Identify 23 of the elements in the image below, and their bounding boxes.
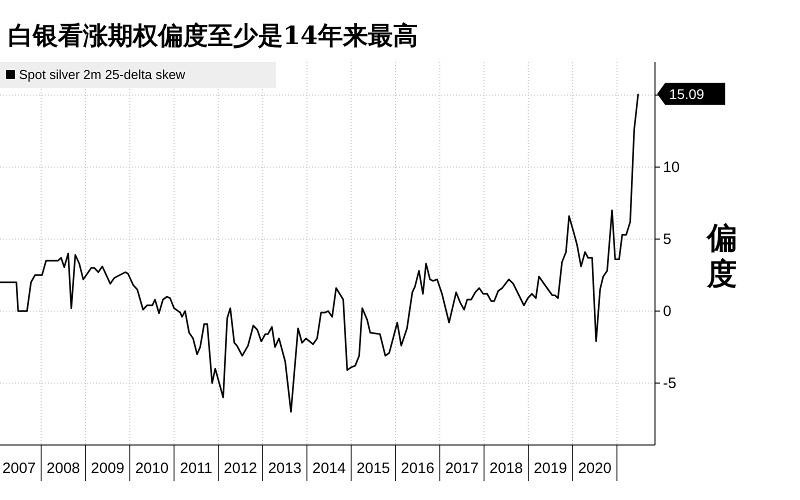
legend-label: Spot silver 2m 25-delta skew — [19, 67, 186, 82]
x-tick-label: 2013 — [268, 460, 302, 477]
y-tick-label: -5 — [663, 375, 676, 392]
x-tick-label: 2019 — [534, 460, 568, 477]
line-series — [0, 93, 639, 413]
annotation: 15.09 — [669, 86, 704, 102]
chart-title: 白银看涨期权偏度至少是14年来最高 — [8, 21, 418, 50]
x-tick-label: 2014 — [312, 460, 346, 477]
x-tick-label: 2010 — [135, 460, 169, 477]
x-tick-label: 2008 — [46, 460, 80, 477]
x-tick-label: 2015 — [356, 460, 390, 477]
y-axis-title: 偏度 — [706, 221, 737, 292]
x-tick-label: 2012 — [224, 460, 258, 477]
y-tick-label: 10 — [663, 159, 680, 176]
x-tick-label: 2016 — [400, 460, 434, 477]
x-tick-label: 2007 — [2, 460, 36, 477]
x-tick-label: 2009 — [90, 460, 124, 477]
x-tick-label: 2018 — [490, 460, 523, 477]
x-tick-label: 2020 — [578, 460, 612, 477]
x-tick-label: 2017 — [445, 460, 479, 477]
y-tick-label: 0 — [663, 303, 672, 320]
y-tick-label: 5 — [663, 231, 672, 248]
x-tick-label: 2011 — [180, 460, 212, 477]
